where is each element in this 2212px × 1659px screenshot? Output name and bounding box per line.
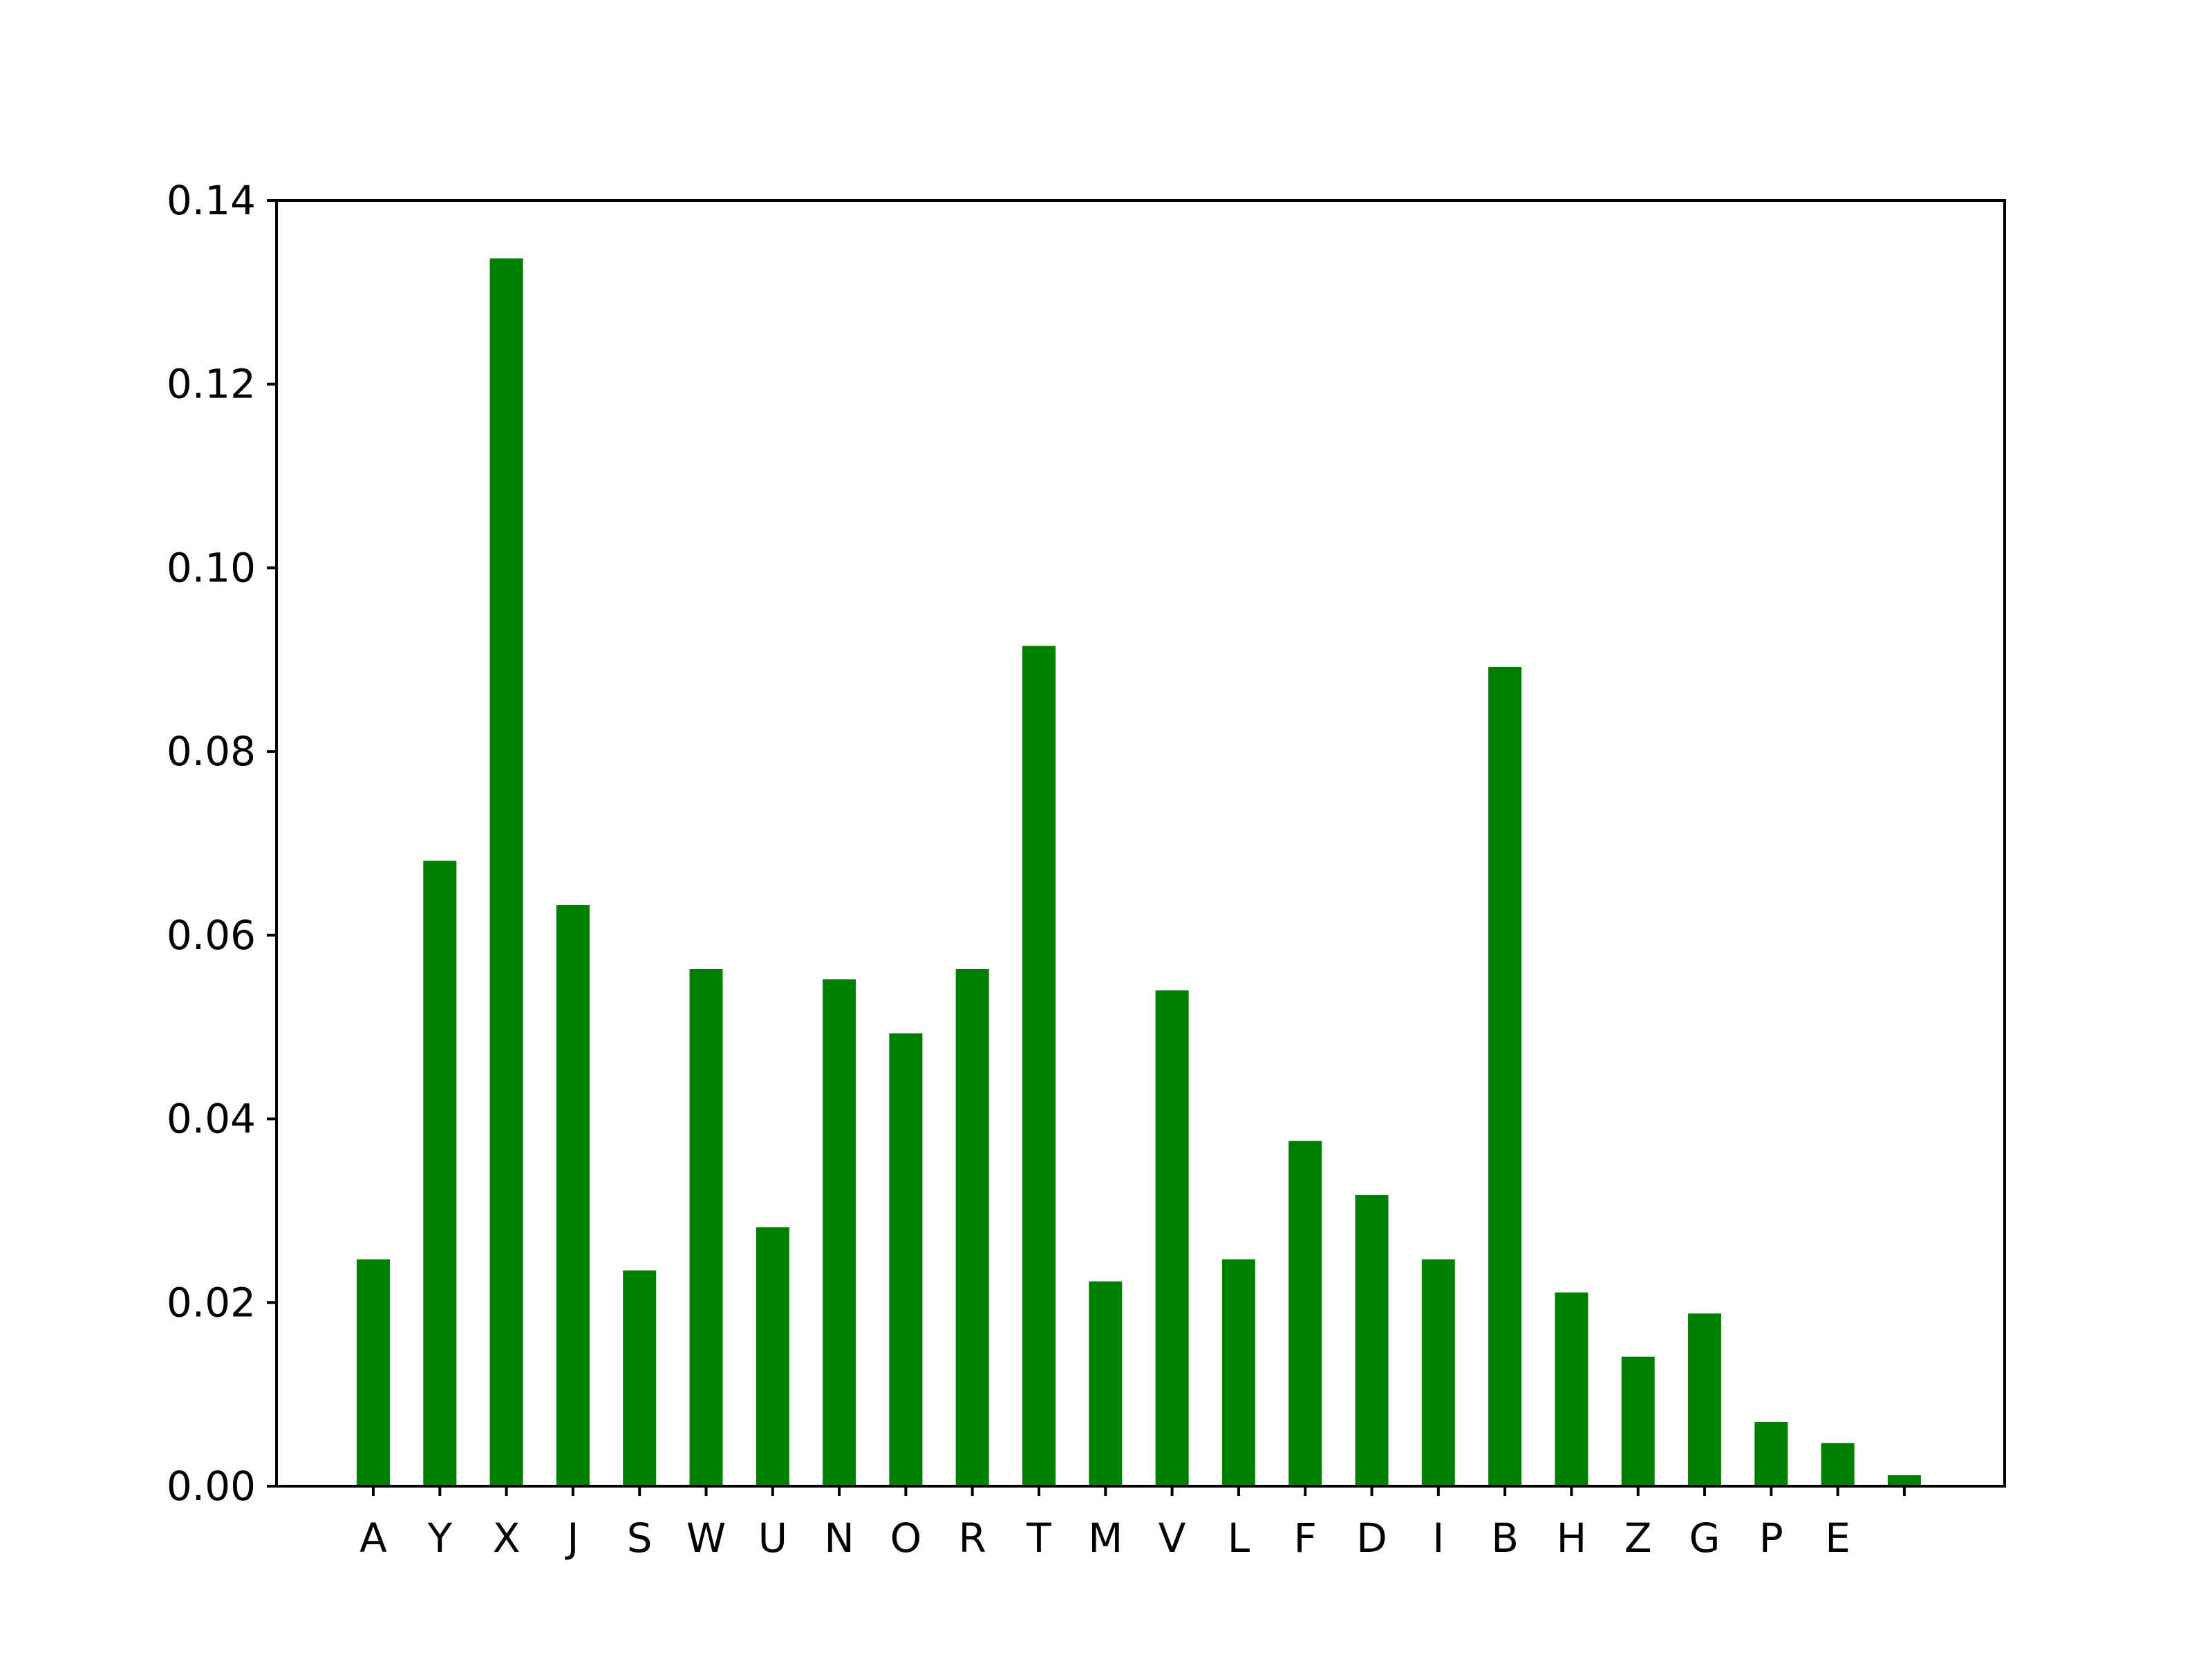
y-tick-label: 0.08: [167, 728, 256, 775]
bar-B: [1488, 666, 1522, 1486]
x-tick-label: Y: [427, 1515, 453, 1562]
bar-H: [1555, 1292, 1588, 1486]
x-tick-label: J: [565, 1515, 579, 1562]
bar-F: [1288, 1141, 1322, 1486]
bar-S: [623, 1270, 657, 1486]
x-tick-label: F: [1294, 1515, 1317, 1562]
bar-E: [1821, 1443, 1855, 1486]
x-tick-label: R: [959, 1515, 986, 1562]
bar-G: [1688, 1313, 1721, 1486]
x-tick-label: A: [359, 1515, 387, 1562]
x-tick-label: O: [890, 1515, 922, 1562]
bar-blank: [1887, 1475, 1921, 1486]
x-tick-label: Z: [1624, 1515, 1652, 1562]
x-tick-label: M: [1088, 1515, 1123, 1562]
bar-U: [756, 1227, 789, 1486]
bar-Z: [1621, 1356, 1655, 1486]
bar-V: [1155, 990, 1189, 1486]
x-tick-label: L: [1228, 1515, 1250, 1562]
x-tick-label: W: [686, 1515, 726, 1562]
bar-R: [955, 969, 989, 1486]
y-tick-label: 0.14: [167, 177, 256, 224]
y-tick-label: 0.06: [167, 912, 256, 959]
x-tick-label: T: [1026, 1515, 1051, 1562]
bar-X: [489, 258, 523, 1487]
bar-J: [556, 905, 590, 1486]
bar-Y: [423, 861, 457, 1486]
bar-D: [1355, 1194, 1389, 1486]
bar-T: [1022, 646, 1056, 1486]
y-tick-label: 0.00: [167, 1463, 256, 1510]
bar-A: [357, 1259, 390, 1486]
x-tick-label: S: [627, 1515, 653, 1562]
y-tick-label: 0.02: [167, 1279, 256, 1326]
y-tick-label: 0.12: [167, 361, 256, 408]
bars-group: [357, 258, 1921, 1487]
plot-frame: [275, 199, 2006, 1488]
x-tick-label: G: [1689, 1515, 1721, 1562]
x-tick-label: H: [1557, 1515, 1587, 1562]
x-tick-label: V: [1159, 1515, 1186, 1562]
bar-L: [1221, 1259, 1255, 1486]
y-tick-label: 0.10: [167, 544, 256, 591]
y-axis: 0.00 0.02 0.04 0.06 0.08 0.10 0.12 0.14: [167, 177, 276, 1510]
bar-N: [823, 979, 856, 1486]
bar-O: [889, 1033, 923, 1486]
bar-P: [1754, 1422, 1788, 1486]
x-tick-label: D: [1356, 1515, 1387, 1562]
x-tick-label: I: [1432, 1515, 1444, 1562]
x-tick-label: E: [1825, 1515, 1850, 1562]
x-tick-label: X: [493, 1515, 521, 1562]
x-tick-label: P: [1759, 1515, 1783, 1562]
bar-M: [1089, 1281, 1123, 1486]
y-tick-label: 0.04: [167, 1096, 256, 1143]
bar-I: [1421, 1259, 1455, 1486]
x-tick-label: N: [824, 1515, 854, 1562]
bar-W: [689, 969, 723, 1486]
x-tick-label: B: [1491, 1515, 1519, 1562]
x-tick-label: U: [758, 1515, 787, 1562]
